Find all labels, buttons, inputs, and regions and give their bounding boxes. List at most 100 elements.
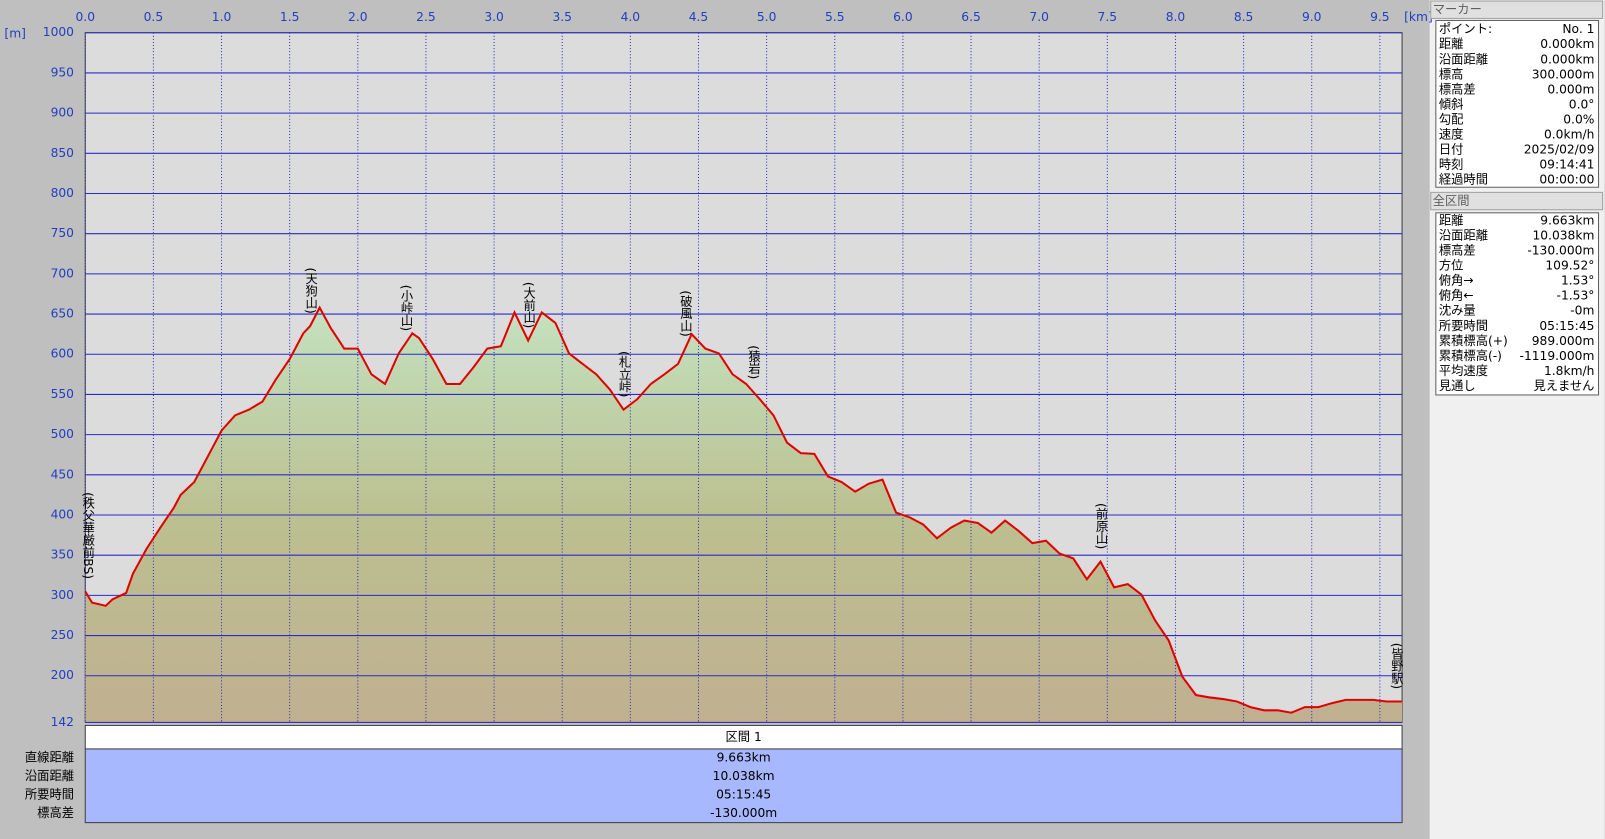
section-value: 05:15:45	[716, 788, 771, 802]
x-tick-label: 3.5	[552, 10, 572, 24]
panel-key: 標高差	[1439, 82, 1476, 96]
panel-key: 沿面距離	[1439, 229, 1488, 243]
y-tick-label: 700	[51, 266, 74, 280]
panel-value: 1.8km/h	[1544, 364, 1594, 378]
panel-value: -1.53°	[1557, 289, 1595, 303]
x-tick-label: 8.0	[1166, 10, 1186, 24]
panel-value: 0.000km	[1540, 52, 1594, 66]
x-tick-label: 5.5	[825, 10, 845, 24]
panel-value: 109.52°	[1545, 259, 1594, 273]
panel-key: 平均速度	[1439, 363, 1488, 378]
panel-key: 日付	[1439, 142, 1464, 156]
x-tick-label: 6.5	[961, 10, 981, 24]
x-tick-label: 7.0	[1029, 10, 1049, 24]
panel-key: 経過時間	[1439, 173, 1488, 187]
panel-key: 傾斜	[1439, 96, 1464, 111]
waypoint-label: (大前山)	[522, 282, 536, 328]
y-tick-label: 142	[51, 715, 74, 729]
panel-value: 2025/02/09	[1524, 142, 1595, 156]
x-tick-label: 5.0	[757, 10, 777, 24]
panel-value: 05:15:45	[1539, 319, 1594, 333]
panel-value: 1.53°	[1561, 274, 1594, 288]
panel-value: 0.0%	[1563, 112, 1594, 126]
x-tick-label: 9.0	[1302, 10, 1322, 24]
y-tick-label: 550	[51, 387, 74, 401]
x-unit: [km]	[1404, 10, 1433, 24]
section-key: 直線距離	[25, 750, 74, 765]
panel-title: マーカー	[1433, 3, 1482, 17]
panel-key: 勾配	[1439, 112, 1464, 126]
x-tick-label: 2.0	[348, 10, 368, 24]
panel-key: 速度	[1439, 126, 1464, 141]
waypoint-label: (皆野駅)	[1389, 643, 1403, 689]
elevation-line	[84, 305, 1403, 714]
y-tick-label: 650	[51, 307, 74, 321]
panel-value: 300.000m	[1532, 67, 1595, 81]
y-unit: [m]	[4, 26, 26, 40]
section-header: 区間 1	[726, 730, 762, 744]
panel-value: 見えません	[1533, 379, 1594, 393]
x-tick-label: 0.5	[144, 10, 164, 24]
y-tick-label: 500	[51, 427, 74, 441]
y-tick-label: 1000	[43, 25, 74, 39]
panel-value: No. 1	[1562, 22, 1594, 36]
x-tick-label: 8.5	[1234, 10, 1254, 24]
marker-panel-header	[1430, 0, 1604, 19]
waypoint-label: (破風山)	[678, 290, 692, 336]
total-table	[1435, 212, 1600, 396]
y-tick-label: 450	[51, 467, 74, 481]
x-tick-label: 4.5	[689, 10, 709, 24]
y-tick-label: 750	[51, 226, 74, 240]
section-key: 沿面距離	[25, 769, 74, 783]
section-value: 9.663km	[717, 751, 771, 765]
panel-value: 0.000km	[1540, 37, 1594, 51]
panel-key: 累積標高(+)	[1439, 333, 1508, 348]
x-tick-label: 7.5	[1098, 10, 1118, 24]
y-tick-label: 200	[51, 668, 74, 682]
waypoint-label: (前原山)	[1094, 503, 1108, 549]
panel-value: 0.0km/h	[1544, 127, 1594, 141]
panel-value: 10.038km	[1532, 229, 1594, 243]
y-tick-label: 800	[51, 186, 74, 200]
waypoint-label: (天狗山)	[304, 267, 318, 313]
panel-value: 989.000m	[1532, 334, 1595, 348]
y-tick-label: 600	[51, 347, 74, 361]
panel-key: 方位	[1439, 258, 1464, 273]
section-key: 所要時間	[25, 788, 74, 802]
panel-value: 00:00:00	[1539, 173, 1594, 187]
panel-value: -1119.000m	[1520, 349, 1595, 363]
waypoint-label: (札立峠)	[617, 351, 631, 397]
panel-value: 0.000m	[1547, 82, 1594, 96]
y-tick-label: 400	[51, 507, 74, 521]
panel-value: 9.663km	[1540, 214, 1594, 228]
panel-value: 09:14:41	[1539, 158, 1594, 172]
panel-key: 沈み量	[1439, 303, 1476, 318]
y-tick-label: 900	[51, 106, 74, 120]
panel-key: 距離	[1439, 214, 1464, 228]
panel-key: 標高	[1439, 67, 1464, 81]
section-body	[84, 748, 1403, 824]
x-tick-label: 4.0	[621, 10, 641, 24]
marker-table	[1435, 19, 1600, 188]
x-tick-label: 0.0	[75, 10, 95, 24]
x-tick-label: 3.0	[484, 10, 504, 24]
panel-title: 全区間	[1433, 194, 1470, 208]
x-tick-label: 2.5	[416, 10, 436, 24]
panel-key: 所要時間	[1439, 319, 1488, 333]
panel-key: 距離	[1439, 37, 1464, 51]
y-tick-label: 350	[51, 548, 74, 562]
section-value: 10.038km	[713, 769, 775, 783]
panel-value: 0.0°	[1569, 97, 1595, 111]
x-tick-label: 1.0	[212, 10, 232, 24]
panel-key: 標高差	[1439, 244, 1476, 258]
panel-key: 俯角←	[1439, 289, 1474, 303]
section-value: -130.000m	[710, 806, 777, 820]
x-tick-label: 6.0	[893, 10, 913, 24]
panel-value: -0m	[1570, 304, 1594, 318]
section-key: 標高差	[37, 806, 74, 820]
panel-key: 累積標高(-)	[1439, 348, 1502, 363]
panel-key: 沿面距離	[1439, 52, 1488, 66]
